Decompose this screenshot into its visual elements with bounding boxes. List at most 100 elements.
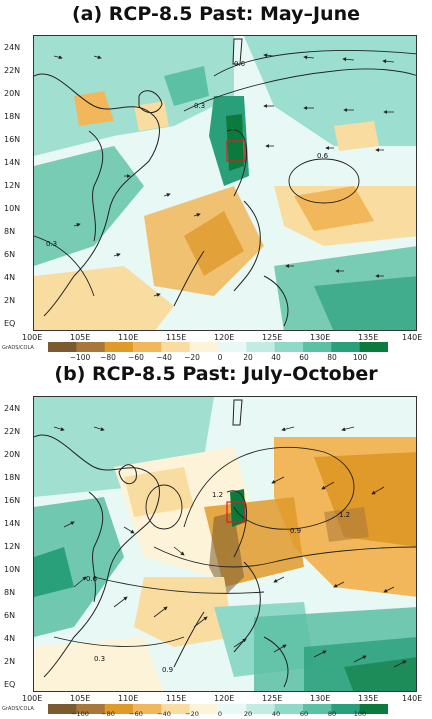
colorbar-swatch (161, 342, 191, 352)
colorbar-swatch (274, 704, 304, 714)
y-tick: 16N (4, 496, 21, 505)
x-tick: 130E (310, 333, 331, 342)
y-tick: 6N (4, 250, 16, 259)
x-tick: 100E (22, 333, 43, 342)
colorbar-label: 40 (271, 710, 281, 718)
y-tick: 10N (4, 204, 21, 213)
panel-a-contour-label: 0.6 (317, 152, 329, 160)
y-tick: 20N (4, 89, 21, 98)
colorbar-swatch (189, 342, 219, 352)
panel-b-coastlines (34, 399, 289, 688)
panel-b-contours (53, 446, 416, 647)
colorbar-label: −40 (156, 353, 172, 362)
colorbar-swatch (359, 704, 388, 714)
colorbar-label: 60 (299, 353, 309, 362)
colorbar-swatch (133, 704, 162, 714)
panel-a-colorbar (48, 342, 388, 352)
y-tick: 8N (4, 227, 16, 236)
colorbar-swatches (48, 342, 388, 352)
panel-a-map-graphic: 0.3 0.6 0.6 0.3 (34, 36, 416, 330)
colorbar-swatch (76, 342, 106, 352)
colorbar-swatch (218, 342, 247, 352)
panel-a-contour-label: 0.3 (46, 240, 57, 248)
panel-b-study-region-box (226, 501, 246, 523)
x-tick: 115E (166, 694, 187, 703)
colorbar-swatch (48, 342, 77, 352)
x-tick: 140E (402, 694, 423, 703)
y-tick: 20N (4, 450, 21, 459)
panel-a-study-region-box (226, 140, 246, 162)
colorbar-swatch (76, 704, 106, 714)
y-tick: 24N (4, 404, 21, 413)
colorbar-swatch (161, 704, 191, 714)
colorbar-swatch (189, 704, 219, 714)
y-tick: EQ (4, 319, 16, 328)
panel-b-contour-label: 0.6 (86, 575, 98, 583)
colorbar-swatch (331, 704, 361, 714)
colorbar-swatch (246, 704, 276, 714)
panel-a-credit: GrADS/COLA (2, 345, 34, 351)
x-tick: 120E (214, 333, 235, 342)
x-tick: 120E (214, 694, 235, 703)
panel-a-map: 0.3 0.6 0.6 0.3 (33, 35, 417, 331)
panel-a-contours (34, 50, 416, 297)
colorbar-label: −100 (71, 710, 89, 718)
colorbar-label: 60 (299, 710, 309, 718)
y-tick: 22N (4, 66, 21, 75)
x-tick: 100E (22, 694, 43, 703)
colorbar-swatch (246, 342, 276, 352)
colorbar-swatch (104, 704, 134, 714)
y-tick: 16N (4, 135, 21, 144)
colorbar-label: 80 (327, 353, 337, 362)
panel-a-title: (a) RCP-8.5 Past: May–June (71, 3, 360, 25)
y-tick: 4N (4, 273, 16, 282)
panel-b-precip-field (34, 397, 416, 691)
colorbar-label: 40 (271, 353, 281, 362)
colorbar-label: −40 (157, 710, 171, 718)
y-tick: 12N (4, 181, 21, 190)
y-tick: 8N (4, 588, 16, 597)
x-tick: 140E (402, 333, 423, 342)
colorbar-swatch (359, 342, 388, 352)
colorbar-swatches (48, 704, 388, 714)
colorbar-label: 80 (327, 710, 337, 718)
colorbar-swatch (218, 704, 247, 714)
y-tick: 24N (4, 43, 21, 52)
colorbar-label: 100 (352, 353, 368, 362)
colorbar-label: −60 (129, 710, 143, 718)
y-tick: 6N (4, 611, 16, 620)
x-tick: 135E (358, 694, 379, 703)
panel-a-coastlines (34, 38, 289, 327)
y-tick: 4N (4, 634, 16, 643)
y-tick: 22N (4, 427, 21, 436)
colorbar-label: −60 (128, 353, 144, 362)
x-tick: 125E (262, 694, 283, 703)
panel-b-contour-label: 0.9 (162, 666, 173, 674)
colorbar-swatch (303, 704, 332, 714)
x-tick: 125E (262, 333, 283, 342)
colorbar-label: −20 (184, 353, 200, 362)
colorbar-label: 100 (353, 710, 367, 718)
panel-b-wind-vectors (53, 426, 407, 668)
x-tick: 110E (118, 333, 139, 342)
y-tick: EQ (4, 680, 16, 689)
colorbar-label: −80 (100, 353, 116, 362)
x-tick: 105E (70, 333, 91, 342)
colorbar-label: 20 (243, 353, 253, 362)
x-tick: 110E (118, 694, 139, 703)
panel-b-map-graphic: 1.2 1.2 0.9 0.6 0.3 0.9 (34, 397, 416, 691)
x-tick: 135E (358, 333, 379, 342)
colorbar-label: 0 (217, 710, 223, 718)
y-tick: 18N (4, 473, 21, 482)
y-tick: 10N (4, 565, 21, 574)
colorbar-label: 20 (243, 710, 253, 718)
y-tick: 18N (4, 112, 21, 121)
panel-a-contour-label: 0.6 (234, 60, 246, 68)
panel-b-title: (b) RCP-8.5 Past: July–October (54, 363, 378, 385)
colorbar-swatch (303, 342, 332, 352)
panel-b-contour-label: 1.2 (339, 511, 350, 519)
colorbar-swatch (133, 342, 162, 352)
colorbar-label: −20 (185, 710, 199, 718)
colorbar-label: 0 (217, 353, 223, 362)
x-tick: 105E (70, 694, 91, 703)
